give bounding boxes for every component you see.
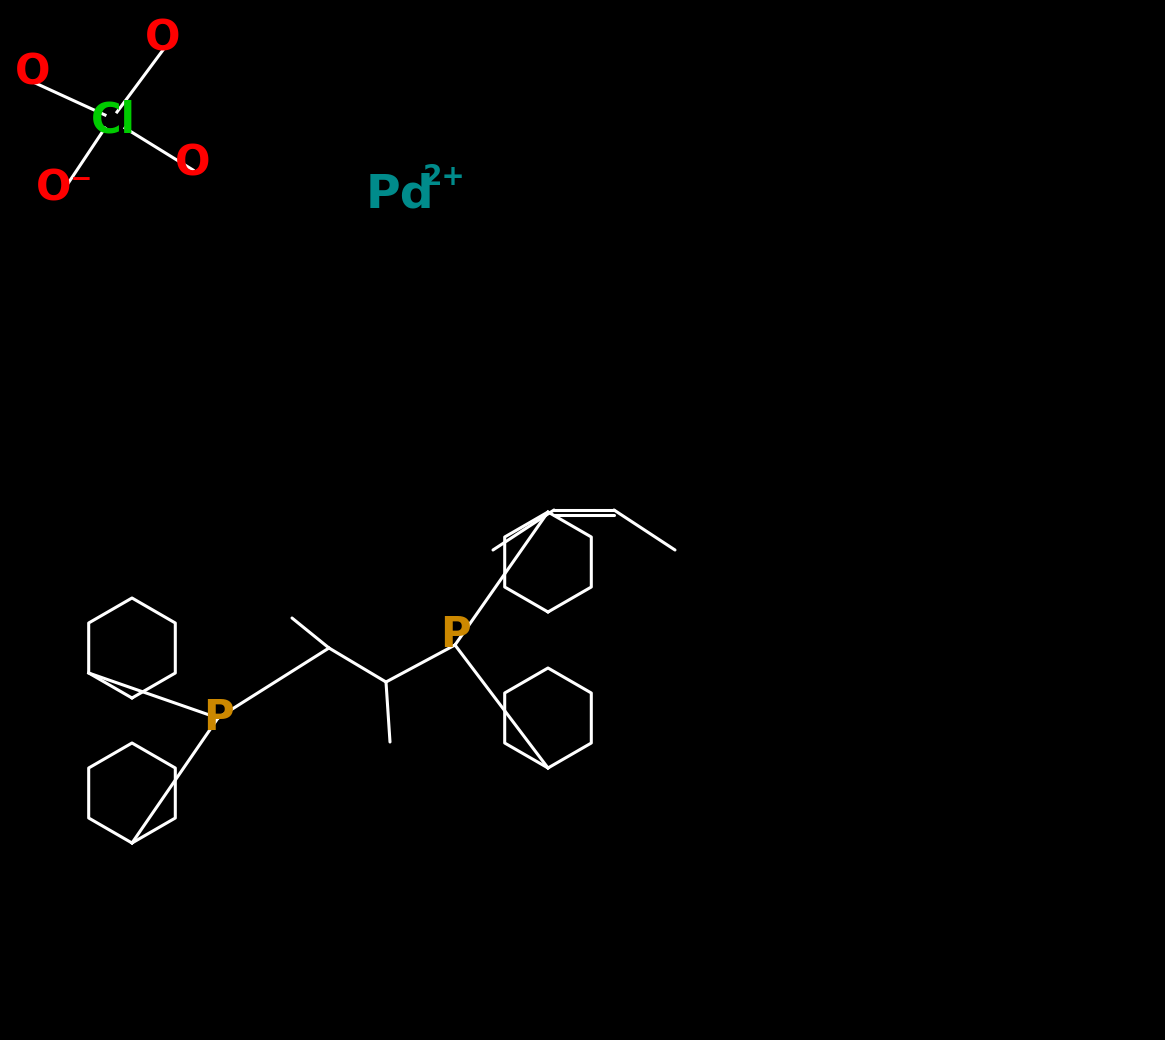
Text: Pd: Pd [366,173,435,217]
Text: O⁻: O⁻ [36,167,93,209]
Text: O: O [146,17,181,59]
Text: Cl: Cl [91,99,135,141]
Text: P: P [203,697,233,739]
Text: 2+: 2+ [423,163,465,191]
Text: P: P [439,614,471,656]
Text: O: O [15,51,51,93]
Text: O: O [175,142,211,184]
